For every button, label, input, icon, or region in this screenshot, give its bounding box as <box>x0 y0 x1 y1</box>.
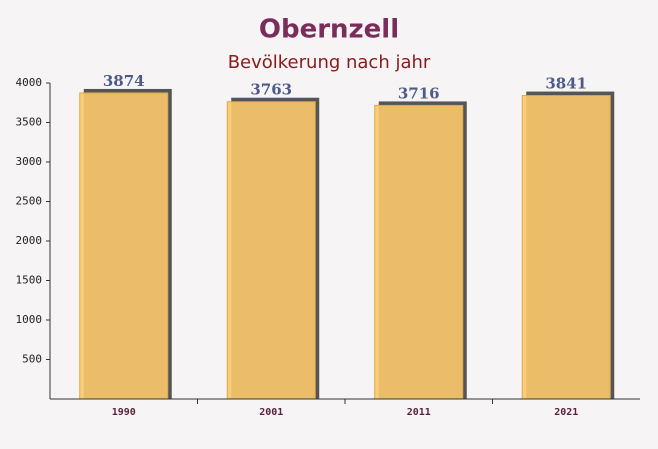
x-tick-label: 2021 <box>554 407 578 418</box>
value-label: 3716 <box>398 84 440 102</box>
y-tick-label: 4000 <box>16 76 43 89</box>
x-tick-label: 2001 <box>259 407 283 418</box>
chart-subtitle: Bevölkerung nach jahr <box>228 52 431 73</box>
y-tick-label: 1500 <box>16 274 43 287</box>
y-tick-label: 2000 <box>16 234 43 247</box>
chart-title: Obernzell <box>259 15 399 45</box>
value-label: 3763 <box>250 81 292 99</box>
x-tick-label: 1990 <box>112 407 136 418</box>
y-tick-label: 2500 <box>16 195 43 208</box>
x-tick-label: 2011 <box>407 407 431 418</box>
y-tick-label: 500 <box>22 353 42 366</box>
y-tick-label: 3000 <box>16 155 43 168</box>
value-label: 3874 <box>103 72 145 90</box>
y-tick-label: 1000 <box>16 313 43 326</box>
bar <box>374 104 464 400</box>
bar <box>79 92 169 400</box>
bar <box>521 95 611 400</box>
value-label: 3841 <box>545 75 587 93</box>
bar <box>226 101 316 400</box>
y-tick-label: 3500 <box>16 116 43 129</box>
